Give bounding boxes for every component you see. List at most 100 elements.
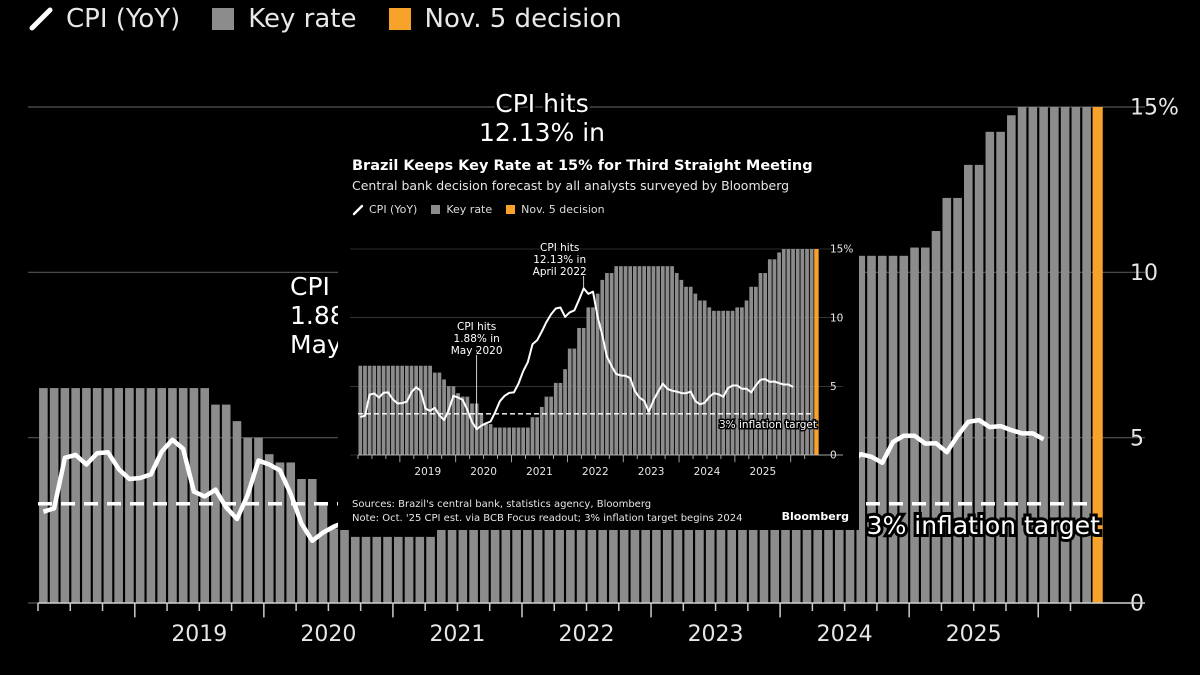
- key-rate-bar: [329, 528, 339, 603]
- y-tick-label: 10: [830, 312, 843, 324]
- legend-item-cpi: CPI (YoY): [28, 4, 180, 34]
- key-rate-bar: [92, 388, 102, 603]
- key-rate-bar: [178, 388, 188, 603]
- key-rate-bar: [451, 386, 456, 455]
- key-rate-bar: [623, 266, 628, 455]
- key-rate-bar: [942, 197, 952, 603]
- key-rate-bar: [39, 388, 48, 603]
- key-rate-bar: [350, 536, 360, 603]
- key-rate-bar: [135, 388, 145, 603]
- y-tick-label: 0: [830, 450, 837, 462]
- inflation-target-label: 3% inflation target: [719, 419, 817, 431]
- key-rate-bar: [367, 365, 372, 455]
- key-rate-bar: [512, 427, 516, 455]
- bloomberg-brand: Bloomberg: [781, 510, 849, 523]
- legend-label-key-rate: Key rate: [248, 4, 357, 34]
- key-rate-bar: [651, 266, 656, 455]
- legend-label-cpi: CPI (YoY): [66, 4, 181, 34]
- key-rate-bar: [502, 427, 507, 455]
- x-tick-label: 2019: [171, 622, 227, 647]
- y-tick-label: 15%: [830, 244, 853, 256]
- key-rate-bar: [920, 247, 930, 604]
- key-rate-bar: [232, 421, 242, 603]
- key-rate-bar: [809, 249, 814, 455]
- key-rate-bar: [702, 300, 707, 455]
- x-tick-label: 2025: [946, 622, 1002, 647]
- key-rate-bar: [404, 536, 414, 603]
- inset-subtitle: Central bank decision forecast by all an…: [352, 178, 790, 193]
- key-rate-bar: [447, 512, 457, 603]
- key-rate-bar: [656, 266, 660, 455]
- inset-title: Brazil Keeps Key Rate at 15% for Third S…: [352, 158, 813, 174]
- inflation-target-label: 3% inflation target: [867, 511, 1101, 540]
- key-rate-bar: [286, 462, 296, 603]
- inset-annotation-cpi-peak: April 2022: [533, 266, 587, 278]
- inset-annotation-cpi-low: May 2020: [451, 345, 503, 357]
- key-rate-bar: [391, 365, 395, 455]
- pencil-line-icon: [352, 204, 364, 215]
- key-rate-bar: [318, 503, 328, 603]
- key-rate-bar: [985, 131, 995, 604]
- key-rate-bar: [1082, 107, 1091, 603]
- annotation-cpi-low: May: [290, 330, 342, 359]
- key-rate-bar: [409, 365, 414, 455]
- key-rate-bar: [488, 424, 493, 455]
- y-tick-label: 5: [1130, 426, 1144, 451]
- key-rate-bar: [600, 279, 605, 455]
- annotation-cpi-peak: 12.13% in: [479, 118, 605, 147]
- key-rate-bar: [758, 273, 763, 455]
- key-rate-bar: [243, 437, 253, 603]
- key-rate-bar: [103, 388, 113, 603]
- key-rate-bar: [660, 266, 665, 455]
- key-rate-bar: [404, 365, 409, 455]
- key-rate-bar: [591, 307, 595, 455]
- key-rate-bar: [372, 365, 377, 455]
- key-rate-bar: [470, 403, 474, 455]
- key-rate-bar: [553, 382, 558, 455]
- key-rate-bar: [632, 266, 637, 455]
- key-rate-bar: [437, 512, 446, 603]
- x-tick-label: 2024: [694, 466, 721, 478]
- key-rate-bar: [698, 300, 702, 455]
- key-rate-bar: [558, 382, 563, 455]
- key-rate-bar: [595, 293, 600, 455]
- key-rate-bar: [480, 462, 489, 603]
- key-rate-bar: [763, 273, 768, 455]
- key-rate-bar: [521, 427, 526, 455]
- inset-annotation-cpi-peak: 12.13% in: [533, 254, 586, 266]
- key-rate-bar: [465, 396, 470, 455]
- key-rate-bar: [516, 427, 521, 455]
- x-tick-label: 2025: [749, 466, 776, 478]
- x-tick-label: 2023: [688, 622, 744, 647]
- key-rate-bar: [735, 307, 740, 455]
- key-rate-bar: [125, 388, 134, 603]
- x-tick-label: 2021: [526, 466, 553, 478]
- inset-notes: Sources: Brazil's central bank, statisti…: [352, 498, 743, 526]
- key-rate-bar: [800, 249, 805, 455]
- inset-annotation-cpi-peak: CPI hits: [540, 242, 579, 254]
- inset-legend-label-key-rate: Key rate: [446, 203, 493, 216]
- key-rate-bar: [535, 417, 540, 455]
- key-rate-bar: [707, 307, 712, 455]
- key-rate-bar: [530, 417, 535, 455]
- key-rate-bar: [791, 249, 795, 455]
- legend-item-decision: Nov. 5 decision: [388, 4, 622, 34]
- key-rate-bar: [877, 255, 887, 604]
- key-rate-bar: [1050, 107, 1059, 603]
- key-rate-bar: [114, 388, 123, 603]
- inset-legend-item-cpi: CPI (YoY): [352, 203, 417, 216]
- key-rate-bar: [586, 307, 591, 455]
- inset-source: Sources: Brazil's central bank, statisti…: [352, 499, 652, 510]
- key-rate-bar: [867, 255, 876, 604]
- key-rate-bar: [646, 266, 651, 455]
- key-rate-bar: [275, 462, 285, 603]
- inset-legend-item-key-rate: Key rate: [431, 203, 492, 216]
- y-tick-label: 10: [1130, 261, 1158, 286]
- key-rate-bar: [493, 427, 498, 455]
- key-rate-bar: [1028, 107, 1038, 603]
- annotation-cpi-peak: CPI hits: [495, 89, 588, 118]
- key-rate-bar: [1017, 107, 1027, 603]
- key-rate-bar: [400, 365, 405, 455]
- x-tick-label: 2019: [414, 466, 441, 478]
- x-tick-label: 2023: [638, 466, 665, 478]
